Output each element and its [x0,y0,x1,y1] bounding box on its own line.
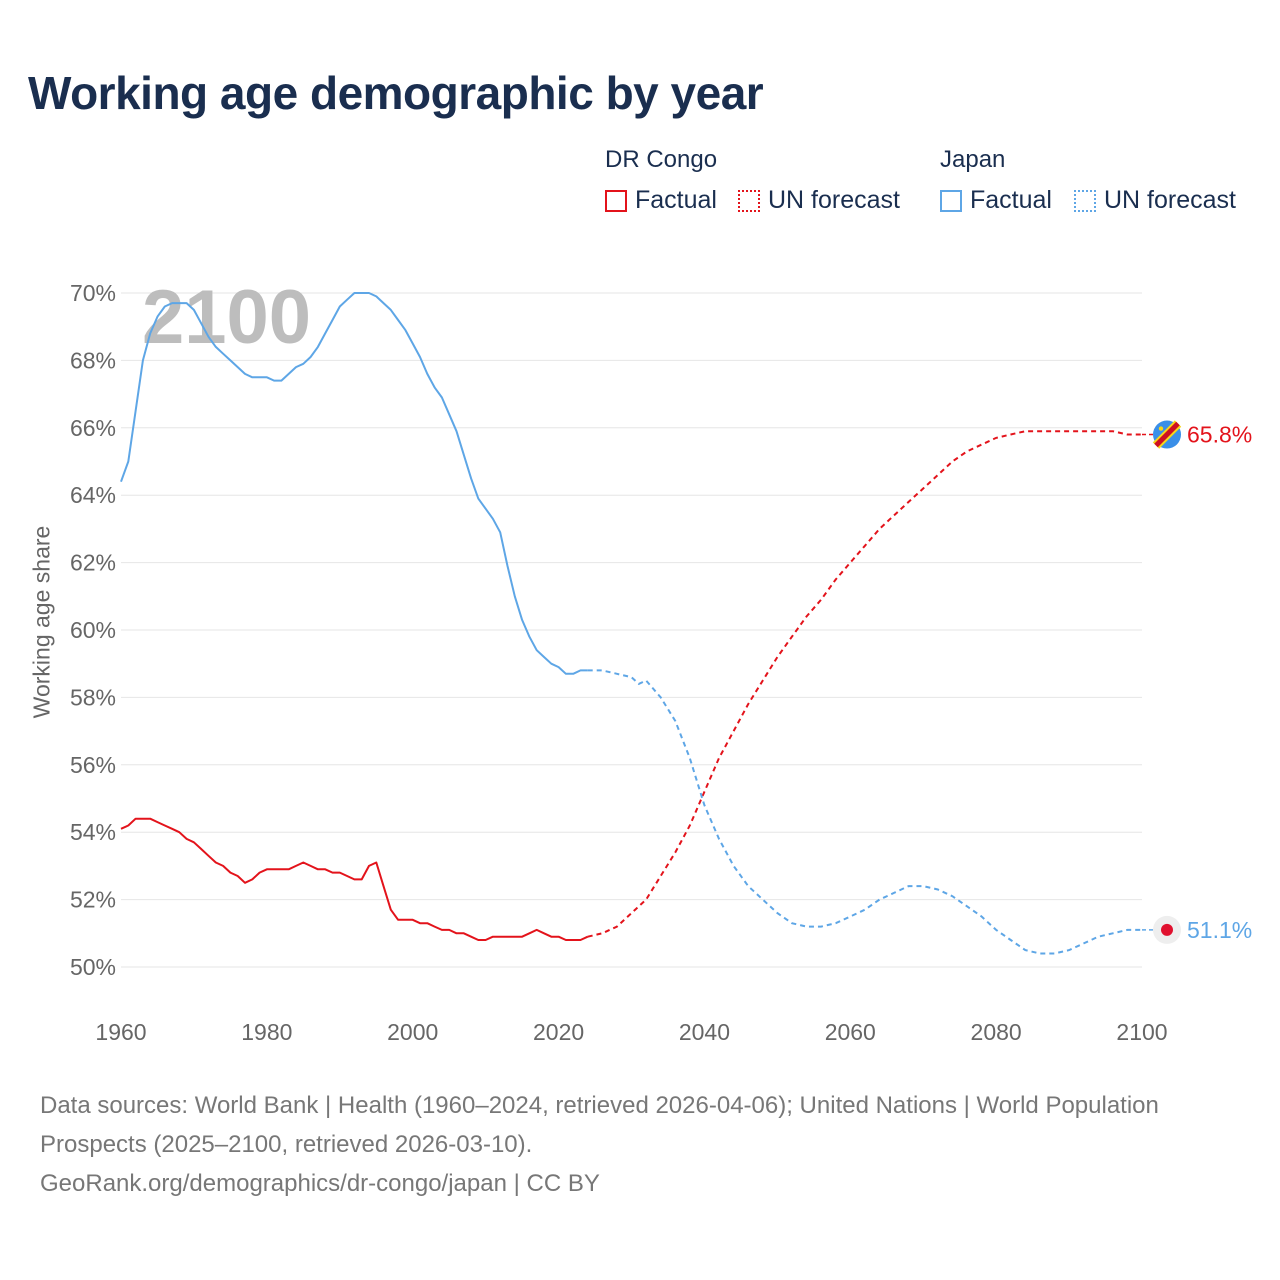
x-tick-label: 1980 [241,1019,292,1045]
legend-label-japan-forecast: UN forecast [1104,186,1236,214]
y-tick-label: 52% [70,887,116,913]
legend-swatch-dr-congo-forecast [738,189,760,212]
y-tick-label: 68% [70,347,116,373]
series-line-japan-forecast[interactable] [587,669,1142,955]
y-tick-label: 58% [70,684,116,710]
end-value-label-dr-congo: 65.8% [1187,422,1252,448]
y-tick-label: 54% [70,819,116,845]
year-watermark: 2100 [142,275,311,360]
series-lines [120,292,1142,955]
x-tick-label: 2020 [533,1019,584,1045]
end-value-label-japan: 51.1% [1187,917,1252,943]
y-tick-label: 66% [70,415,116,441]
y-tick-label: 70% [70,280,116,306]
x-tick-label: 2080 [971,1019,1022,1045]
x-tick-label: 2000 [387,1019,438,1045]
dr-congo-flag-icon [1152,420,1182,449]
flag-star [1158,426,1164,431]
legend-label-dr-congo-forecast: UN forecast [768,186,900,214]
y-tick-label: 64% [70,482,116,508]
x-tick-label: 2100 [1116,1019,1167,1045]
data-source-text: Data sources: World Bank | Health (1960–… [40,1092,1159,1158]
attribution-link[interactable]: GeoRank.org/demographics/dr-congo/japan … [40,1170,600,1197]
x-tick-label: 2060 [825,1019,876,1045]
series-line-japan-factual[interactable] [120,292,588,675]
legend-item-japan-forecast[interactable]: UN forecast [1074,186,1236,215]
series-line-dr-congo-factual[interactable] [120,817,589,941]
flag-sun [1161,923,1173,936]
y-axis-ticks: 50% 52% 54% 56% 58% 60% 62% 64% 66% 68% 70% [70,280,116,980]
data-source-footer: Data sources: World Bank | Health (1960–… [40,1086,1240,1203]
end-markers: 65.8% 51.1% [1142,420,1252,944]
x-tick-label: 2040 [679,1019,730,1045]
y-tick-label: 60% [70,617,116,643]
legend-item-dr-congo-forecast[interactable]: UN forecast [738,186,900,215]
x-axis-ticks: 1960 1980 2000 2020 2040 2060 2080 2100 [95,1019,1167,1045]
legend-label-dr-congo-factual: Factual [635,186,717,214]
legend-item-japan-factual[interactable]: Factual [940,186,1052,215]
chart-title: Working age demographic by year [28,67,764,119]
legend-group-japan: Japan [940,146,1006,173]
legend-group-dr-congo: DR Congo [605,146,718,173]
y-tick-label: 56% [70,752,116,778]
legend-swatch-japan-factual [940,189,962,212]
y-tick-label: 62% [70,550,116,576]
flag-stripe-red [1154,421,1180,448]
gridlines [121,292,1142,968]
legend-swatch-japan-forecast [1074,189,1096,212]
legend-item-dr-congo-factual[interactable]: Factual [605,186,717,215]
x-tick-label: 1960 [95,1019,146,1045]
line-chart: 50%52%54%56%58%60%62%64%66%68%70% 1960 19… [70,275,1252,1045]
legend-label-japan-factual: Factual [970,186,1052,214]
series-line-dr-congo-forecast[interactable] [587,430,1142,938]
japan-flag-icon [1153,915,1181,944]
y-tick-label: 50% [70,954,116,980]
legend-swatch-dr-congo-factual [605,189,627,212]
